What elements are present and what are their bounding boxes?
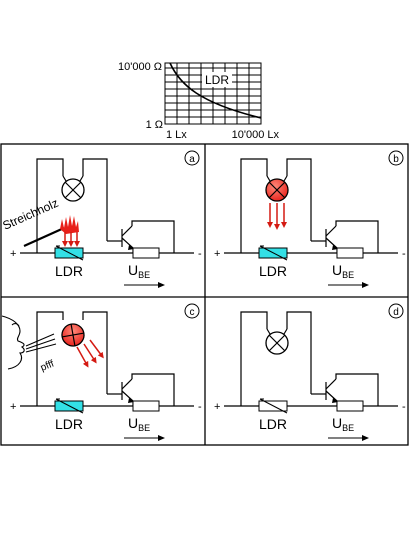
ldr-resistance-curve [169,62,262,119]
y-axis-bottom-label: 1 Ω [146,119,163,131]
svg-text:UBE: UBE [332,262,354,280]
ldr-resistor [258,245,288,261]
panel-c: + - LDR UBE c pfff [1,303,202,441]
lamp [265,328,289,355]
match-flame [60,215,79,234]
blow-streams [25,333,57,353]
plus-terminal: + [214,401,220,413]
match-label: Streichholz [1,196,61,233]
x-axis-right-label: 10'000 Lx [232,129,280,141]
ldr-resistor [258,398,288,414]
vbe-label: UBE [328,415,369,441]
ldr-label: LDR [55,263,83,279]
panel-frame [0,143,409,446]
lamp [61,323,85,347]
light-rays [76,339,104,368]
ldr-label: LDR [55,416,83,432]
panel-letter: a [189,154,195,165]
corner-badge: b [388,150,404,166]
ldr-resistor [54,245,84,261]
minus-terminal: - [402,401,406,413]
plus-terminal: + [10,248,16,260]
base-emitter-resistor [132,400,160,412]
corner-badge: c [184,303,200,319]
vbe-label: UBE [328,262,369,288]
blow-label: pfff [39,358,56,373]
minus-terminal: - [402,248,406,260]
y-axis-top-label: 10'000 Ω [118,61,162,73]
panel-b: + - LDR UBE b [214,150,406,288]
base-emitter-resistor [132,247,160,259]
plus-terminal: + [214,248,220,260]
svg-text:UBE: UBE [128,415,150,433]
lamp [61,175,85,202]
light-rays [62,232,80,247]
plus-terminal: + [10,401,16,413]
minus-terminal: - [198,248,202,260]
curve-label: LDR [205,73,229,87]
ldr-label: LDR [259,416,287,432]
minus-terminal: - [198,401,202,413]
blowing-face [1,315,25,370]
panel-d: + - LDR UBE d [214,303,406,441]
base-emitter-resistor [336,400,364,412]
circuit-wiring [20,311,194,407]
svg-text:UBE: UBE [128,262,150,280]
ldr-characteristic-graph: LDR 10'000 Ω 1 Ω 1 Lx 10'000 Lx [118,61,279,141]
lamp [265,175,289,202]
curve-label-background [202,72,232,87]
ldr-label: LDR [259,263,287,279]
corner-badge: a [184,150,200,166]
panel-letter: b [393,154,399,165]
circuit-wiring [224,311,398,407]
corner-badge: d [388,303,404,319]
light-rays [267,203,287,230]
streichholz-match: Streichholz [1,196,80,248]
panel-letter: c [190,307,195,318]
circuit-wiring [20,158,194,254]
vbe-label: UBE [124,262,165,288]
ldr-resistor [54,398,84,414]
panel-a: + - LDR UBE a Streichholz [1,150,202,288]
panel-letter: d [393,307,399,318]
x-axis-left-label: 1 Lx [166,129,187,141]
base-emitter-resistor [336,247,364,259]
circuit-wiring [224,158,398,254]
svg-text:UBE: UBE [332,415,354,433]
vbe-label: UBE [124,415,165,441]
